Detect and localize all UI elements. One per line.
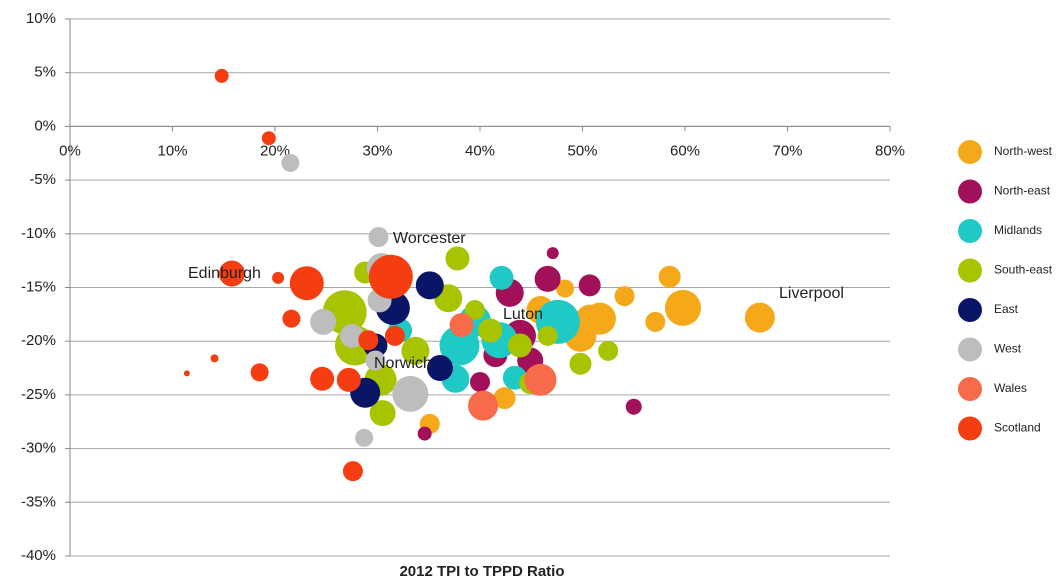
bubble (368, 254, 413, 299)
bubble (218, 260, 245, 287)
legend-marker (958, 337, 982, 362)
bubble (358, 330, 379, 351)
bubble (272, 271, 285, 284)
bubble (342, 461, 363, 482)
bubble (534, 265, 561, 292)
bubble (575, 304, 604, 333)
bubble (493, 387, 516, 410)
y-tick-label: 10% (26, 10, 56, 27)
bubble (470, 372, 490, 393)
legend-marker (958, 416, 982, 441)
bubble (445, 246, 470, 271)
legend-label: Wales (994, 381, 1027, 395)
legend-label: East (994, 302, 1019, 316)
x-tick-label: 20% (260, 142, 290, 159)
bubble (210, 354, 219, 363)
legend-marker (958, 219, 982, 243)
bubble (310, 308, 337, 335)
annotation: Edinburgh (188, 265, 261, 282)
y-tick-label: -35% (21, 493, 56, 510)
x-tick-label: 0% (59, 142, 81, 159)
bubble (310, 366, 335, 391)
bubble (449, 313, 474, 338)
legend-marker (958, 179, 982, 204)
bubble (625, 398, 642, 415)
bubble (614, 286, 635, 307)
bubble (415, 271, 444, 300)
y-tick-label: -25% (21, 386, 56, 403)
y-tick-label: -20% (21, 332, 56, 349)
bubble (664, 289, 701, 326)
bubble (464, 300, 485, 321)
bubble (355, 428, 374, 447)
bubble (365, 350, 386, 371)
bubble (658, 265, 681, 288)
bubble (336, 367, 361, 392)
bubble (214, 68, 229, 83)
series-6 (449, 313, 557, 421)
x-tick-label: 30% (362, 142, 392, 159)
bubble (537, 325, 558, 346)
bubble (261, 131, 276, 146)
annotation: Luton (503, 306, 543, 323)
x-tick-label: 60% (670, 142, 700, 159)
x-tick-label: 50% (567, 142, 597, 159)
x-tick-label: 10% (157, 142, 187, 159)
y-tick-label: -5% (29, 171, 56, 188)
bubble (392, 375, 429, 412)
legend-label: Scotland (994, 421, 1041, 435)
legend-label: Midlands (994, 223, 1042, 237)
legend-label: South-east (994, 263, 1053, 277)
legend-marker (958, 258, 982, 283)
bubble (289, 266, 324, 301)
bubble (369, 400, 396, 427)
bubble (439, 325, 480, 366)
legend-marker (958, 377, 982, 401)
bubble (569, 352, 592, 375)
legend-label: North-west (994, 144, 1053, 158)
y-tick-label: 5% (34, 64, 56, 81)
bubble (744, 302, 775, 333)
bubble (401, 336, 430, 365)
bubble (489, 265, 514, 290)
bubble (507, 333, 532, 358)
bubble (645, 311, 666, 332)
x-tick-label: 70% (772, 142, 802, 159)
y-tick-label: 0% (34, 117, 56, 134)
y-tick-label: -10% (21, 225, 56, 242)
x-axis-title: 2012 TPI to TPPD Ratio (399, 563, 564, 580)
bubble (598, 340, 619, 361)
legend-label: West (994, 342, 1022, 356)
y-tick-label: -30% (21, 440, 56, 457)
bubble (478, 318, 503, 343)
legend-label: North-east (994, 184, 1051, 198)
y-tick-label: -15% (21, 278, 56, 295)
bubble (578, 274, 601, 297)
legend-marker (958, 140, 982, 164)
legend-marker (958, 298, 982, 322)
bubble (339, 323, 364, 348)
bubble (546, 247, 559, 260)
bubble (368, 227, 389, 248)
bubble (417, 426, 432, 441)
x-tick-label: 40% (465, 142, 495, 159)
x-tick-label: 80% (875, 142, 905, 159)
bubble (468, 390, 499, 421)
bubble (384, 325, 405, 346)
bubble (282, 309, 301, 328)
bubble (556, 279, 575, 298)
y-tick-label: -40% (21, 547, 56, 564)
annotation: Norwich (374, 355, 432, 372)
bubble (427, 355, 454, 382)
bubble (250, 363, 269, 382)
bubble (281, 153, 300, 172)
series-7 (183, 68, 413, 482)
annotation: Worcester (393, 230, 466, 247)
annotation: Liverpool (779, 285, 844, 302)
bubble (524, 363, 557, 396)
bubble (183, 370, 190, 377)
